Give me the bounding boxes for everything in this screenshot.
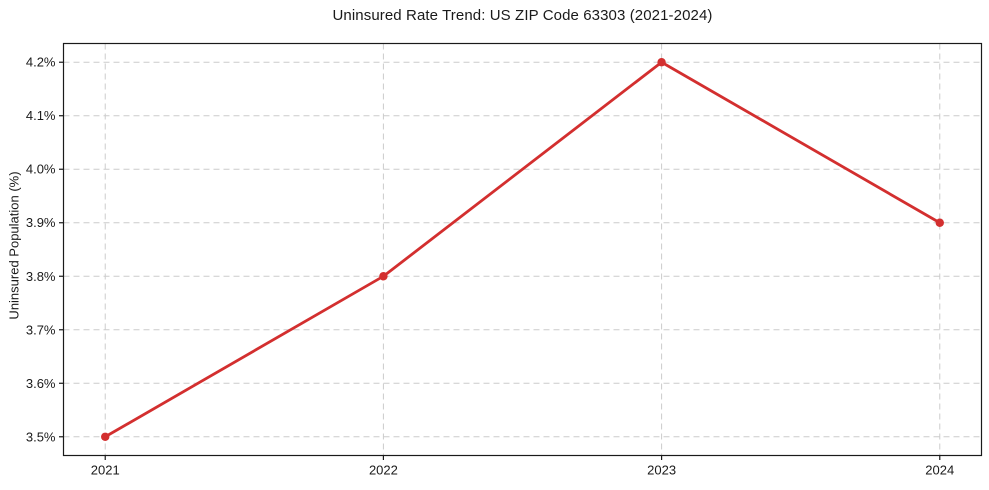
x-tick-label: 2023 <box>647 463 676 478</box>
y-tick-label: 3.8% <box>26 269 56 284</box>
y-tick-label: 4.0% <box>26 162 56 177</box>
y-tick-label: 3.9% <box>26 215 56 230</box>
y-tick-label: 3.5% <box>26 429 56 444</box>
y-tick-label: 3.6% <box>26 376 56 391</box>
chart-title: Uninsured Rate Trend: US ZIP Code 63303 … <box>332 7 713 24</box>
data-point <box>379 272 388 281</box>
x-tick-label: 2024 <box>925 463 954 478</box>
plot-border <box>62 42 983 457</box>
data-line <box>103 60 942 439</box>
data-point <box>935 218 944 227</box>
data-point <box>101 432 110 441</box>
y-tick-label: 3.7% <box>26 322 56 337</box>
x-tick-label: 2021 <box>91 463 120 478</box>
x-tick-label: 2022 <box>369 463 398 478</box>
y-tick-label: 4.2% <box>26 55 56 70</box>
data-point <box>657 58 666 67</box>
y-tick-label: 4.1% <box>26 108 56 123</box>
